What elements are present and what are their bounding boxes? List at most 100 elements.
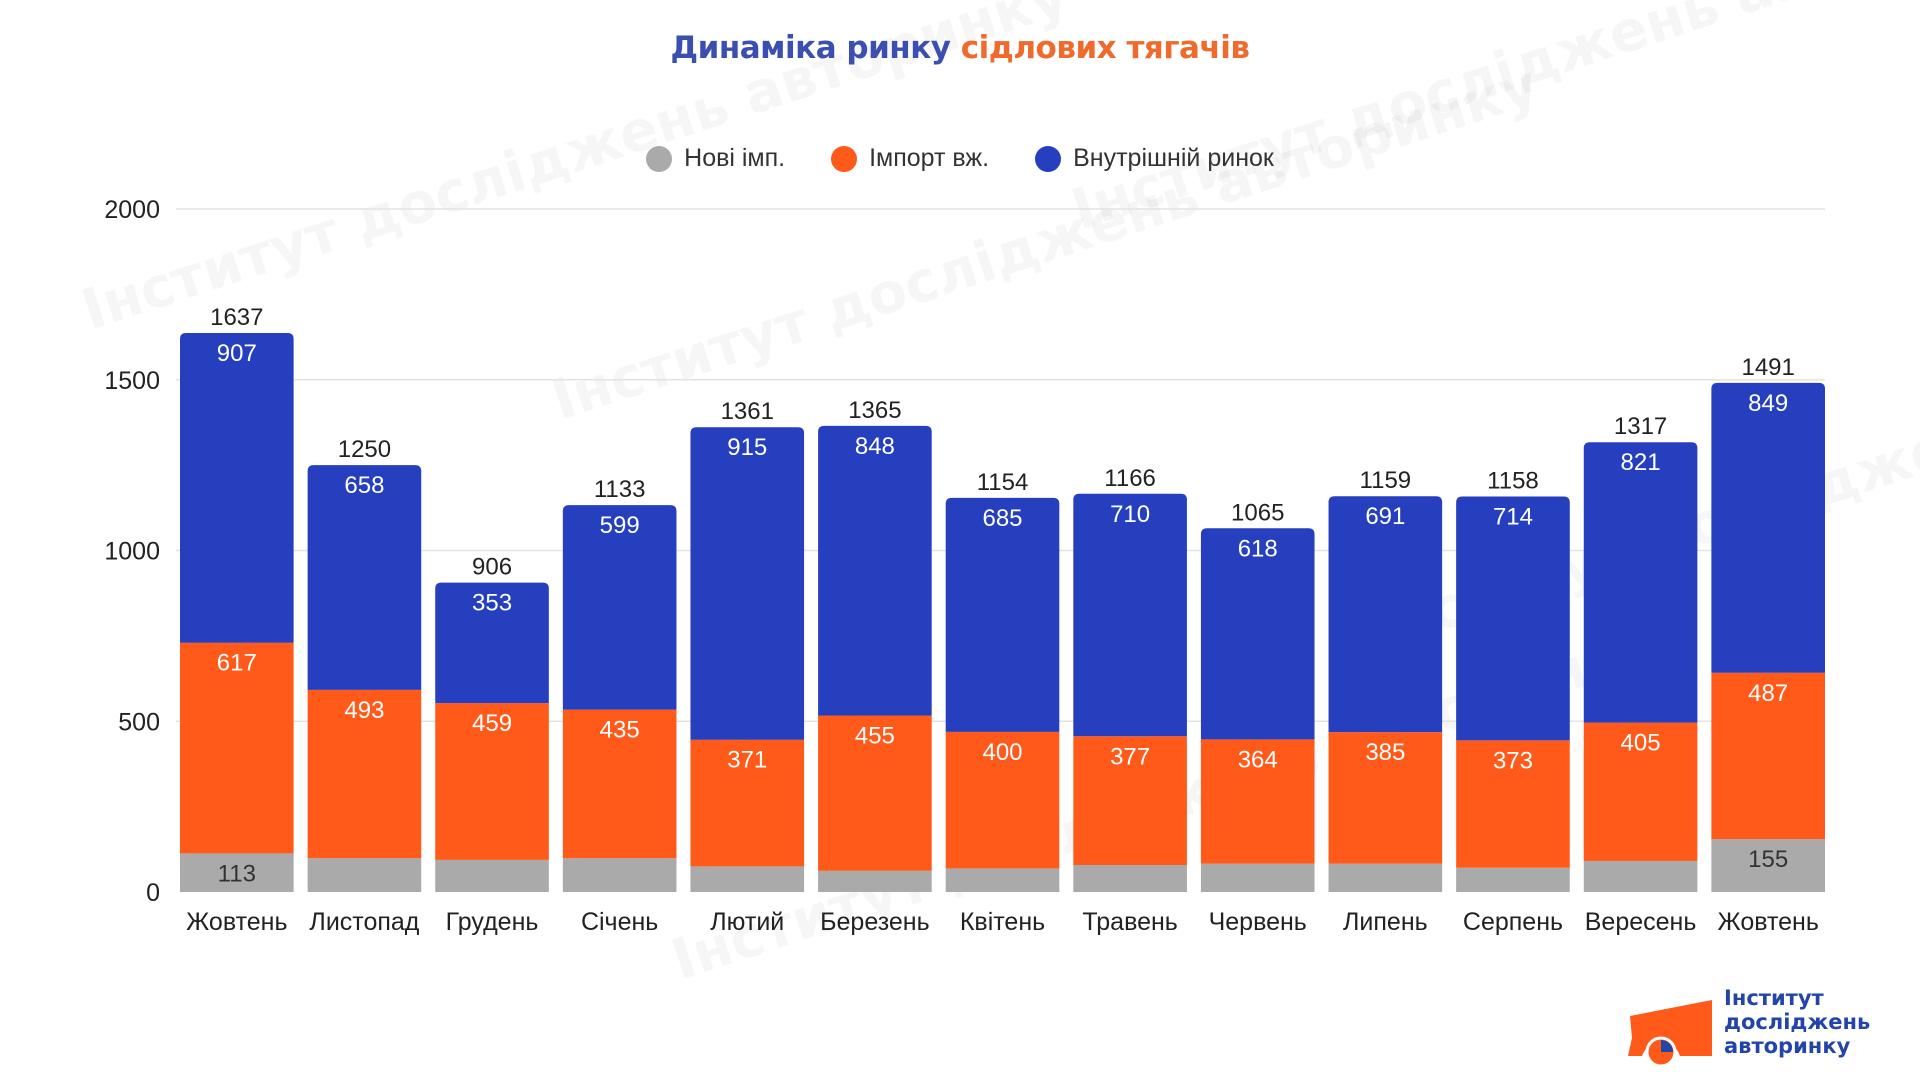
bar-segment [562,858,677,892]
data-label: 385 [1365,739,1405,766]
bar-segment [180,332,294,643]
bar-segment [818,715,932,871]
bar-segment [818,870,932,892]
bar-segment [1328,863,1443,892]
data-label: 691 [1365,503,1405,530]
data-label: 599 [600,512,640,539]
chart-title-part2: сідлових тягачів [960,30,1250,66]
legend-item-import[interactable]: Імпорт вж. [831,144,989,173]
data-label: 405 [1621,730,1661,757]
data-label: 710 [1110,501,1150,528]
data-label: 618 [1238,535,1278,562]
data-label: 493 [344,697,384,724]
bar-segment [1583,860,1698,892]
x-tick-label: Серпень [1463,908,1563,936]
x-tick-label: Жовтень [1718,908,1819,936]
bar-segment [435,859,549,892]
x-tick-label: Травень [1082,908,1177,936]
data-label: 915 [727,434,767,461]
data-label: 373 [1493,747,1533,774]
logo-line: Інститут [1724,986,1824,1010]
bar-segment [818,425,932,716]
x-tick-label: Березень [820,908,930,936]
total-label: 1491 [1741,354,1794,381]
data-label: 658 [344,472,384,499]
bar-segment [1583,722,1698,861]
total-label: 1159 [1360,467,1412,494]
data-label: 907 [217,340,257,367]
legend-dot-icon [646,145,673,172]
data-label: 435 [600,717,640,744]
data-label: 459 [472,710,512,737]
bar-segment [307,858,422,892]
x-tick-label: Січень [581,908,658,936]
logo-car-icon [1628,1000,1712,1068]
total-label: 1166 [1104,465,1156,492]
bar-segment [690,739,805,867]
legend-dot-icon [831,145,858,172]
bar-segment [945,497,1060,732]
bar-segment [562,505,677,710]
y-tick-label: 0 [146,879,160,907]
logo-text: Інститут досліджень авторинку [1724,986,1870,1058]
legend-label: Нові імп. [684,144,786,172]
legend-dot-icon [1035,145,1062,172]
total-label: 1361 [721,398,774,425]
legend-item-domestic[interactable]: Внутрішній ринок [1035,144,1274,173]
x-tick-label: Жовтень [186,908,287,936]
y-tick-label: 2000 [104,196,160,224]
total-label: 1250 [338,436,391,463]
chart-title-part1: Динаміка ринку [670,30,951,66]
bar-segment [1328,732,1443,864]
x-tick-label: Лютий [710,908,784,936]
bar-segment [1200,739,1315,864]
total-label: 1637 [210,304,263,331]
stacked-bar-chart: 0 500 1000 1500 2000 113 617 907 1637 Жовтень 493 6… [104,196,1825,936]
legend-item-nove[interactable]: Нові імп. [646,144,785,173]
data-label: 371 [727,747,767,774]
x-tick-label: Червень [1209,908,1307,936]
x-tick-label: Вересень [1585,908,1697,936]
y-tick-label: 1000 [104,538,160,566]
bar-segment [945,868,1060,892]
data-label: 848 [855,433,895,460]
data-label: 849 [1748,390,1788,417]
data-label: 821 [1621,449,1661,476]
legend: Нові імп. Імпорт вж. Внутрішній ринок [0,144,1920,173]
data-label: 113 [218,860,256,887]
data-label: 714 [1493,504,1533,531]
bar-segment [1583,442,1698,723]
bar-segment [1200,863,1315,892]
chart-title: Динаміка ринку сідлових тягачів [0,30,1920,66]
total-label: 1133 [594,476,646,503]
logo: Інститут досліджень авторинку [1624,986,1894,1068]
bar-segment [1073,493,1187,737]
bar-segment [1456,740,1570,868]
bar-segment [1073,865,1187,892]
total-label: 906 [472,554,512,581]
total-label: 1317 [1614,413,1667,440]
bar-segment [1711,839,1825,892]
data-label: 155 [1748,846,1788,873]
total-label: 1158 [1487,468,1539,495]
bar-segment [307,465,422,690]
bar-segment [1073,736,1187,866]
data-label: 400 [982,739,1022,766]
legend-label: Імпорт вж. [869,144,990,172]
bar-segment [1200,528,1315,740]
data-label: 353 [472,590,512,617]
bar-segment [1456,867,1570,892]
bar-segment [180,642,294,854]
data-label: 377 [1110,743,1150,770]
total-label: 1365 [848,397,901,424]
bar-segment [180,853,294,892]
data-label: 364 [1238,746,1278,773]
bar-segment [1456,496,1570,741]
x-tick-label: Липень [1343,908,1428,936]
data-label: 617 [217,650,257,677]
data-label: 455 [855,722,895,749]
bar-segment [1711,382,1825,673]
bar-segment [690,427,805,740]
bar-segment [435,582,549,704]
bar-segment [1711,672,1825,840]
